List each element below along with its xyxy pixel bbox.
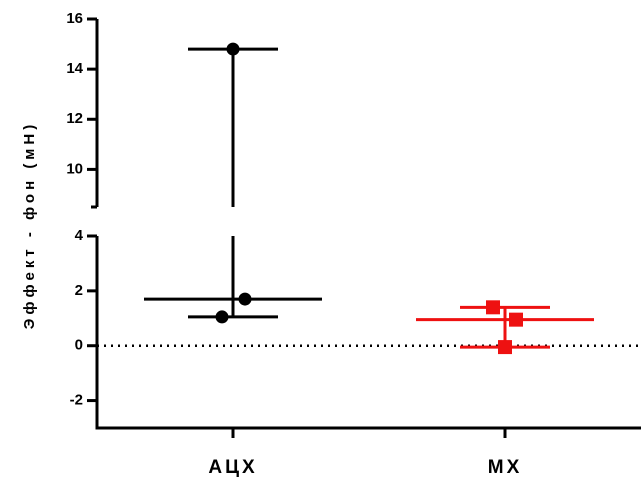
y-tick-label: 0 [75, 337, 83, 354]
y-axis-label: Эффект - фон (мН) [21, 121, 38, 330]
y-tick-label: 4 [75, 227, 84, 244]
x-tick-label: МХ [488, 457, 523, 478]
y-tick-label: 2 [75, 282, 83, 299]
y-tick-label: 12 [66, 110, 83, 127]
point [215, 310, 229, 324]
y-tick-label: -2 [70, 392, 83, 409]
point [486, 300, 500, 315]
point [226, 42, 240, 56]
y-tick-label: 14 [66, 60, 83, 77]
y-tick-label: 10 [66, 160, 83, 177]
point [509, 312, 523, 327]
y-tick-label: 16 [66, 10, 83, 27]
point [498, 340, 512, 355]
x-tick-label: АЦХ [208, 457, 257, 478]
point [238, 292, 252, 306]
